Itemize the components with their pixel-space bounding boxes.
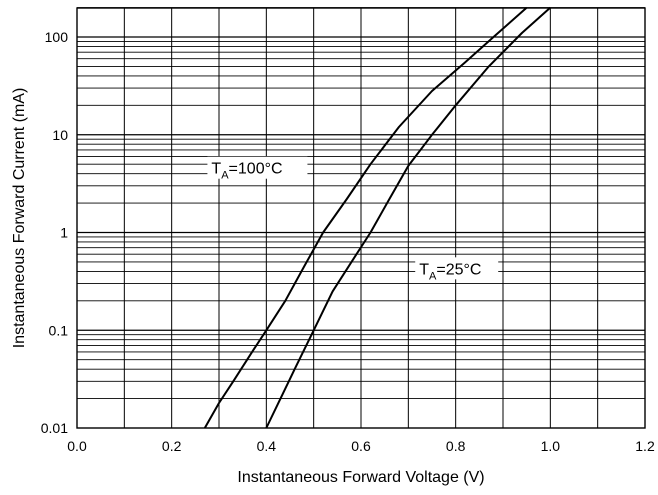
x-tick-label: 0.2 [162,438,182,454]
curve-label-ta-25c: TA=25°C [415,257,499,282]
grid [77,7,645,428]
y-tick-label: 1 [60,225,68,241]
curve-label-text: TA=100°C [211,161,282,182]
x-tick-label: 0.0 [67,438,87,454]
x-tick-label: 0.8 [446,438,466,454]
y-tick-label: 100 [45,29,69,45]
x-tick-label: 1.2 [635,438,655,454]
x-tick-label: 0.4 [257,438,277,454]
curve-labels: TA=100°C TA=25°C [207,156,499,282]
series-line-ta-25c [265,6,551,429]
plot-frame [76,7,646,429]
curve-label-background [207,156,308,179]
tick-labels: 0.0 0.2 0.4 0.6 0.8 1.0 1.2 0.01 0.1 1 10 100 [41,29,655,454]
curve-label-ta-100c: TA=100°C [207,156,308,182]
x-axis-label: Instantaneous Forward Voltage (V) [237,469,484,486]
y-tick-label: 0.1 [49,322,69,338]
x-tick-label: 1.0 [541,438,561,454]
curve-label-text: TA=25°C [419,261,481,282]
y-tick-label: 0.01 [41,420,68,436]
curves [203,6,551,429]
y-tick-label: 10 [52,127,68,143]
series-line-ta-100c [203,6,528,429]
curve-label-background [415,257,499,280]
y-axis-label: Instantaneous Forward Current (mA) [11,88,28,349]
x-tick-label: 0.6 [351,438,371,454]
